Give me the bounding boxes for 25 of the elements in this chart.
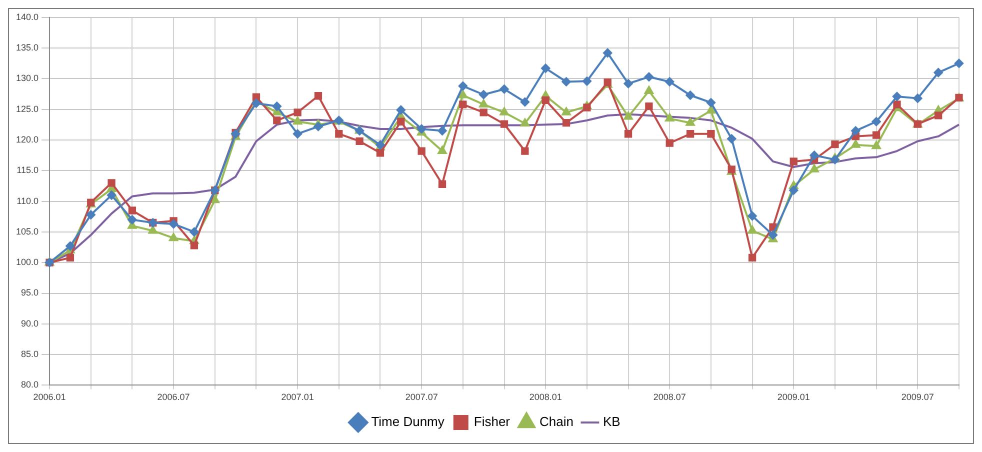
- x-tick-label: 2007.01: [281, 392, 314, 402]
- legend-label: KB: [602, 414, 620, 430]
- x-tick-label: 2006.01: [33, 392, 66, 402]
- y-tick-label: 85.0: [20, 349, 39, 360]
- x-tick-label: 2007.07: [405, 392, 438, 402]
- y-tick-label: 115.0: [16, 165, 39, 176]
- y-tick-label: 140.0: [16, 12, 39, 22]
- y-tick-label: 105.0: [16, 226, 39, 236]
- x-tick-label: 2009.07: [901, 392, 934, 402]
- y-tick-label: 125.0: [16, 104, 39, 114]
- legend-label: Chain: [540, 414, 574, 430]
- x-tick-label: 2006.07: [157, 392, 190, 402]
- x-tick-label: 2008.01: [529, 392, 562, 402]
- y-tick-label: 130.0: [16, 73, 39, 84]
- legend-label: Fisher: [474, 414, 511, 430]
- x-tick-label: 2009.01: [777, 392, 810, 402]
- y-tick-label: 100.0: [16, 257, 39, 268]
- x-tick-label: 2008.07: [653, 392, 686, 402]
- y-tick-label: 90.0: [20, 318, 39, 328]
- legend-label: Time Dunmy: [371, 414, 445, 430]
- y-tick-label: 120.0: [16, 134, 39, 144]
- y-tick-label: 110.0: [16, 196, 39, 206]
- y-tick-label: 135.0: [16, 42, 39, 53]
- y-tick-label: 95.0: [20, 288, 39, 298]
- y-tick-label: 80.0: [20, 380, 39, 390]
